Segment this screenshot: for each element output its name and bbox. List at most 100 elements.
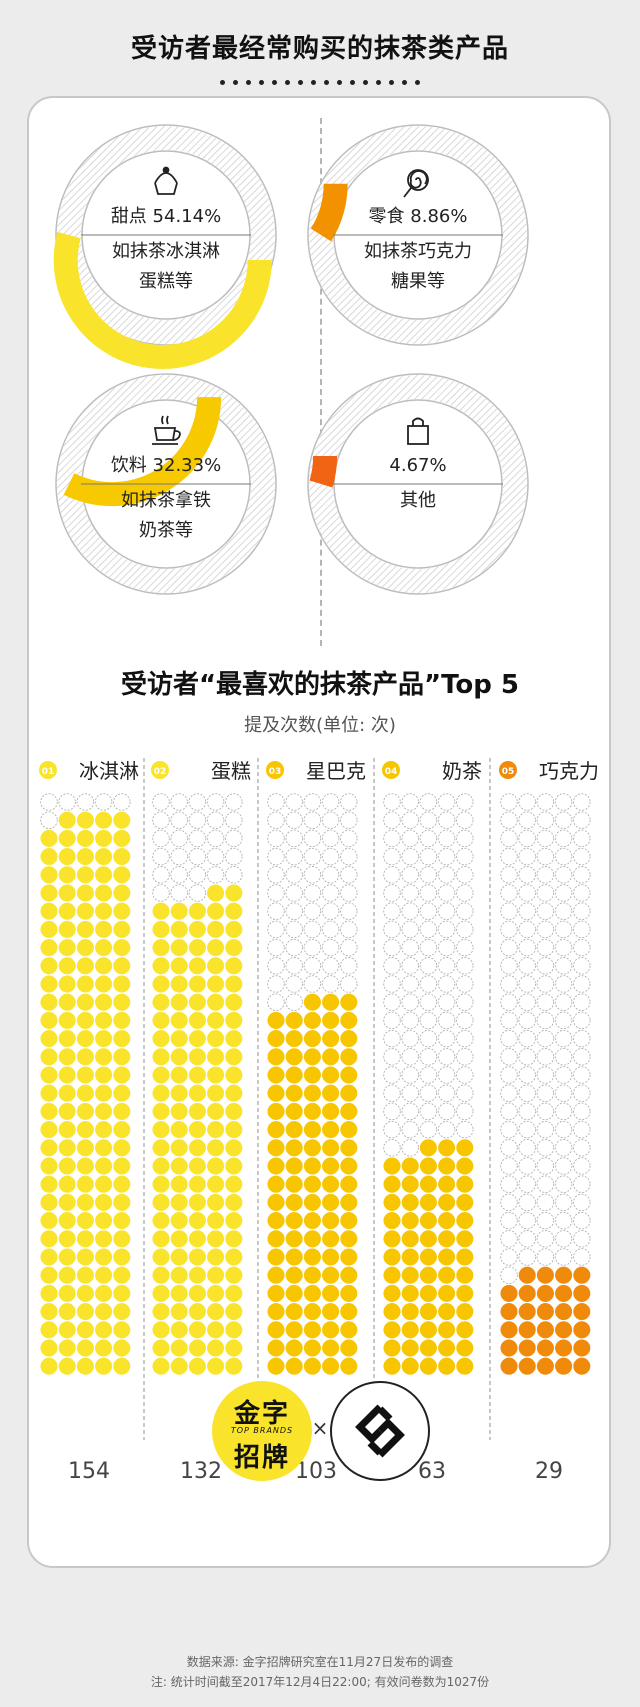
empty-dot — [188, 866, 207, 884]
empty-dot — [518, 1048, 536, 1066]
filled-dot — [95, 902, 113, 920]
filled-dot — [113, 920, 131, 938]
category-label: 冰淇淋 — [79, 759, 139, 783]
empty-dot — [225, 793, 243, 811]
empty-dot — [383, 1048, 401, 1066]
empty-dot — [267, 884, 285, 902]
filled-dot — [456, 1175, 474, 1193]
empty-dot — [303, 829, 322, 848]
filled-dot — [95, 1175, 113, 1193]
empty-dot — [206, 829, 225, 848]
filled-dot — [225, 1157, 243, 1175]
filled-dot — [267, 1303, 285, 1321]
filled-dot — [152, 1230, 170, 1248]
empty-dot — [437, 1029, 456, 1048]
filled-dot — [58, 1175, 76, 1193]
empty-dot — [456, 938, 474, 957]
filled-dot — [322, 1303, 340, 1321]
empty-dot — [456, 1048, 474, 1066]
filled-dot — [40, 957, 58, 975]
filled-dot — [456, 1357, 474, 1375]
filled-dot — [188, 939, 206, 957]
empty-dot — [536, 884, 555, 902]
empty-dot — [500, 1120, 518, 1139]
empty-dot — [536, 1102, 555, 1121]
empty-dot — [518, 975, 536, 993]
filled-dot — [76, 1303, 94, 1321]
filled-dot — [383, 1303, 401, 1321]
filled-dot — [401, 1230, 419, 1248]
filled-dot — [113, 902, 131, 920]
empty-dot — [500, 884, 518, 902]
filled-dot — [322, 1084, 340, 1102]
filled-dot — [322, 1321, 340, 1339]
empty-dot — [554, 811, 573, 829]
filled-dot — [267, 1212, 285, 1230]
filled-dot — [303, 1321, 321, 1339]
empty-dot — [573, 1193, 591, 1212]
empty-dot — [383, 1029, 401, 1048]
filled-dot — [438, 1248, 456, 1266]
filled-dot — [340, 1121, 358, 1139]
empty-dot — [321, 884, 340, 902]
empty-dot — [554, 993, 573, 1011]
empty-dot — [419, 1048, 438, 1066]
filled-dot — [95, 1266, 113, 1284]
filled-dot — [113, 866, 131, 884]
filled-dot — [536, 1266, 554, 1284]
empty-dot — [554, 1139, 573, 1157]
filled-dot — [76, 1266, 94, 1284]
filled-dot — [401, 1193, 419, 1211]
empty-dot — [500, 902, 518, 920]
empty-dot — [456, 829, 474, 848]
filled-dot — [267, 1139, 285, 1157]
filled-dot — [207, 884, 225, 902]
empty-dot — [40, 793, 58, 811]
filled-dot — [225, 884, 243, 902]
filled-dot — [95, 1284, 113, 1302]
filled-dot — [225, 1339, 243, 1357]
filled-dot — [58, 1030, 76, 1048]
divider-dot — [285, 80, 290, 85]
filled-dot — [225, 1121, 243, 1139]
filled-dot — [207, 1030, 225, 1048]
empty-dot — [321, 920, 340, 939]
empty-dot — [554, 975, 573, 993]
filled-dot — [207, 939, 225, 957]
filled-dot — [536, 1357, 554, 1375]
filled-dot — [188, 1048, 206, 1066]
filled-dot — [170, 1230, 188, 1248]
empty-dot — [456, 957, 474, 975]
filled-dot — [188, 1102, 206, 1120]
filled-dot — [383, 1339, 401, 1357]
filled-dot — [76, 939, 94, 957]
filled-dot — [95, 1248, 113, 1266]
filled-dot — [58, 1303, 76, 1321]
empty-dot — [401, 866, 419, 884]
empty-dot — [573, 902, 591, 920]
filled-dot — [225, 1030, 243, 1048]
rank-badge — [382, 761, 400, 779]
filled-dot — [303, 1066, 321, 1084]
donut-desc-line2: 奶茶等 — [139, 520, 193, 541]
empty-dot — [401, 1011, 419, 1030]
empty-dot — [94, 793, 113, 811]
empty-dot — [536, 902, 555, 920]
empty-dot — [225, 811, 243, 829]
filled-dot — [170, 975, 188, 993]
empty-dot — [536, 811, 555, 829]
filled-dot — [207, 1102, 225, 1120]
empty-dot — [285, 957, 303, 975]
filled-dot — [58, 939, 76, 957]
rank-number: 02 — [154, 767, 167, 777]
filled-dot — [322, 1157, 340, 1175]
empty-dot — [500, 920, 518, 939]
empty-dot — [456, 866, 474, 884]
filled-dot — [303, 1175, 321, 1193]
filled-dot — [76, 1175, 94, 1193]
empty-dot — [536, 1084, 555, 1102]
filled-dot — [573, 1284, 591, 1302]
empty-dot — [321, 847, 340, 866]
filled-dot — [152, 939, 170, 957]
empty-dot — [518, 938, 536, 957]
